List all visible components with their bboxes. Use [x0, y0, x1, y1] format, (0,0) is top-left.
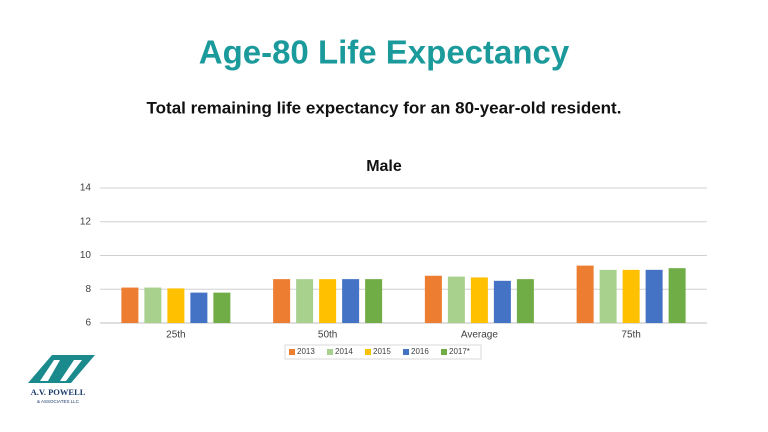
legend-swatch [327, 349, 333, 355]
bar [365, 279, 383, 323]
slide-title: Age-80 Life Expectancy [199, 34, 570, 71]
legend-box [284, 344, 482, 360]
bar [144, 287, 162, 323]
bar [599, 269, 617, 323]
bar [213, 292, 231, 323]
legend-label: 2017* [449, 347, 470, 356]
bar [273, 279, 291, 323]
bar [516, 279, 534, 323]
bar [493, 280, 511, 323]
x-tick-label: 50th [318, 330, 337, 341]
bar [296, 279, 314, 323]
x-tick-label: Average [461, 330, 499, 341]
y-tick-label: 8 [85, 284, 91, 295]
y-tick-label: 6 [85, 318, 91, 329]
logo-name: A.V. POWELL [31, 387, 86, 397]
bar [622, 269, 640, 323]
logo-shape [60, 360, 82, 381]
bar [645, 269, 663, 323]
legend-swatch [289, 349, 295, 355]
legend-label: 2013 [297, 347, 315, 356]
y-tick-label: 14 [80, 183, 92, 194]
legend-label: 2015 [373, 347, 391, 356]
y-tick-label: 10 [80, 250, 92, 261]
bar [319, 279, 337, 323]
bar [424, 275, 442, 323]
bar [470, 277, 488, 323]
bar [447, 276, 465, 323]
chart-title: Male [366, 158, 402, 175]
bar [121, 287, 139, 323]
bar [167, 288, 185, 323]
slide-subtitle: Total remaining life expectancy for an 8… [147, 98, 622, 117]
x-tick-label: 75th [621, 330, 640, 341]
logo-shape [40, 360, 60, 381]
logo-tagline: & ASSOCIATES LLC [37, 399, 80, 404]
logo: A.V. POWELL & ASSOCIATES LLC [28, 355, 95, 404]
bar [576, 265, 594, 323]
bar [668, 268, 686, 323]
bar [190, 292, 208, 323]
x-tick-label: 25th [166, 330, 185, 341]
legend-label: 2014 [335, 347, 353, 356]
bar [342, 279, 360, 323]
legend-swatch [403, 349, 409, 355]
y-tick-label: 12 [80, 216, 92, 227]
legend-label: 2016 [411, 347, 429, 356]
legend-swatch [365, 349, 371, 355]
legend-swatch [441, 349, 447, 355]
